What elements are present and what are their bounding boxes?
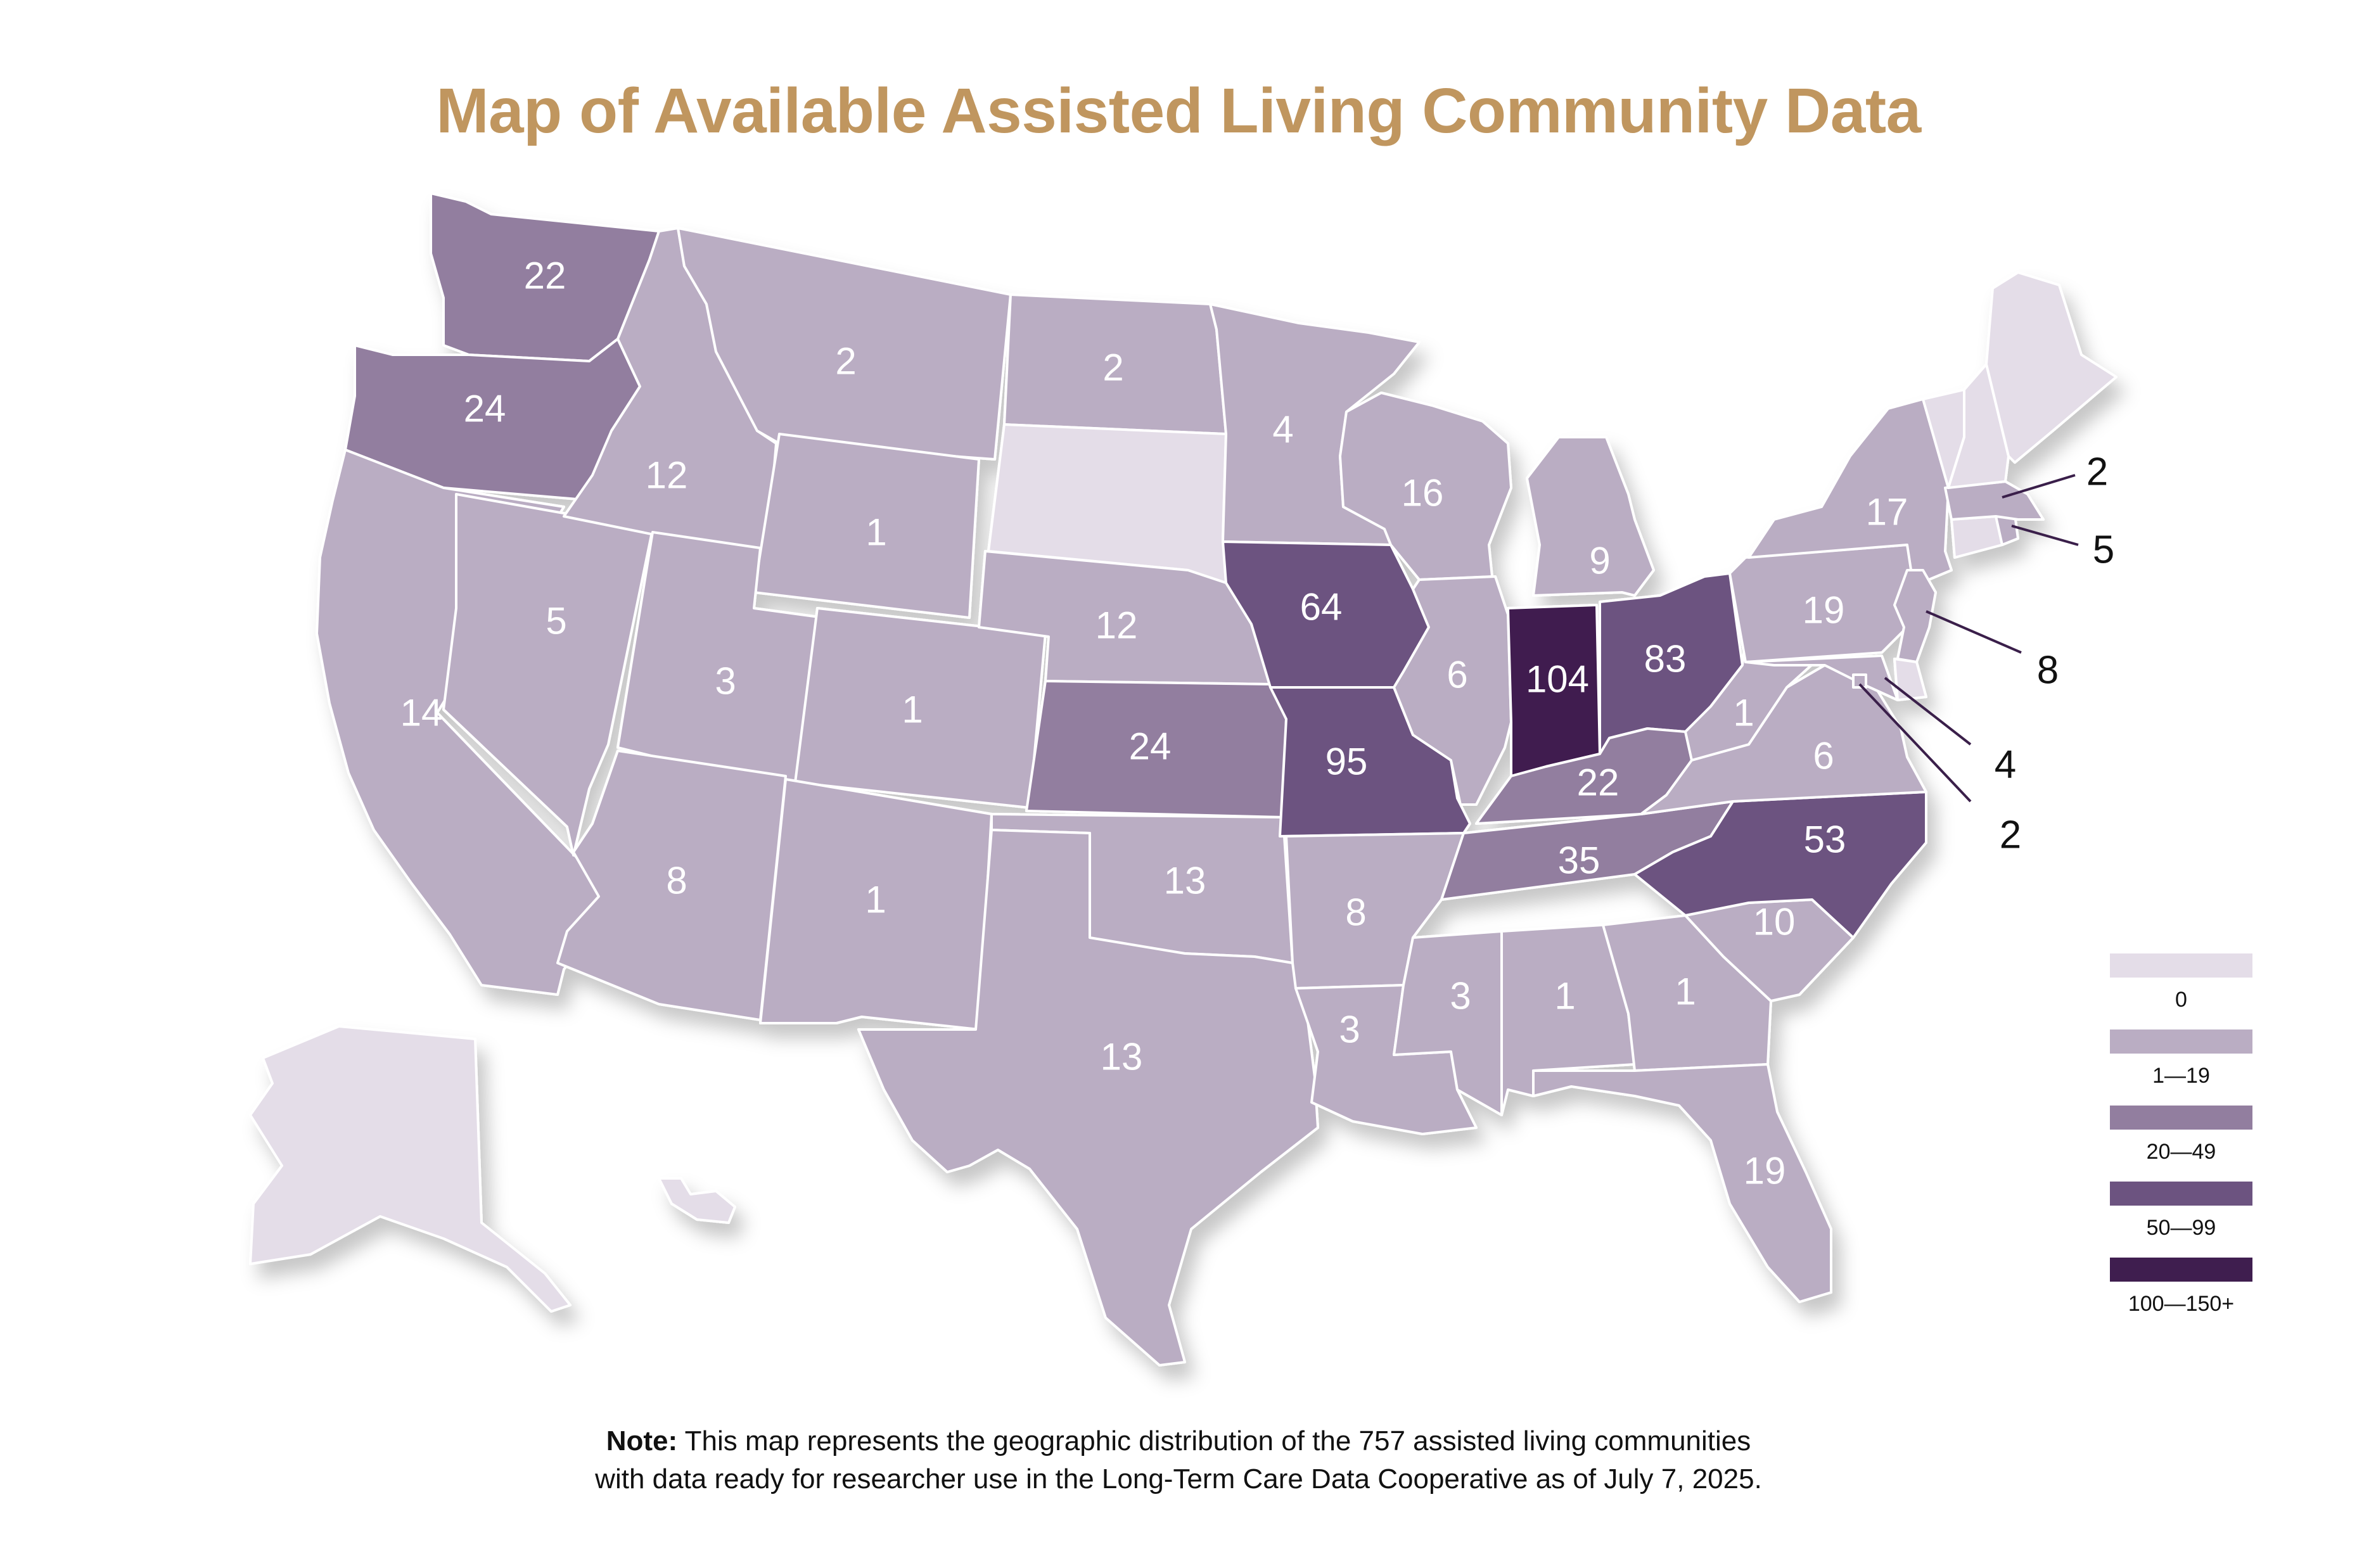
state-ak xyxy=(249,1025,572,1313)
legend: 0 1—19 20—49 50—99 100—150+ xyxy=(2110,953,2256,1334)
label-mt: 2 xyxy=(835,340,856,383)
label-mo: 95 xyxy=(1325,741,1368,783)
label-pa: 19 xyxy=(1803,589,1845,632)
legend-item: 20—49 xyxy=(2110,1106,2256,1182)
state-value-labels: 22 24 14 5 12 2 1 3 1 8 1 2 12 24 13 13 … xyxy=(400,255,1908,1192)
label-wa: 22 xyxy=(524,255,566,297)
label-al: 1 xyxy=(1554,975,1575,1017)
legend-swatch xyxy=(2110,953,2252,978)
callout-dc: 2 xyxy=(2000,813,2021,857)
state-nv xyxy=(442,493,654,857)
map-title: Map of Available Assisted Living Communi… xyxy=(436,75,1921,146)
legend-label: 50—99 xyxy=(2146,1216,2216,1240)
footnote-label: Note: xyxy=(606,1425,678,1456)
label-ok: 13 xyxy=(1164,860,1206,902)
legend-label: 1—19 xyxy=(2152,1064,2210,1088)
small-state-callouts: 2 5 8 4 2 xyxy=(1858,450,2114,857)
callout-line-nj xyxy=(1926,610,2022,654)
legend-item: 50—99 xyxy=(2110,1182,2256,1258)
label-nm: 1 xyxy=(865,879,886,921)
label-co: 1 xyxy=(902,689,923,731)
legend-swatch xyxy=(2110,1182,2252,1206)
label-ky: 22 xyxy=(1577,762,1619,804)
label-mn: 4 xyxy=(1272,409,1293,451)
label-ms: 3 xyxy=(1450,975,1471,1017)
label-ut: 3 xyxy=(715,660,736,703)
legend-item: 0 xyxy=(2110,953,2256,1029)
callout-md: 4 xyxy=(1995,743,2016,787)
label-or: 24 xyxy=(464,388,506,430)
label-id: 12 xyxy=(646,454,688,497)
legend-swatch xyxy=(2110,1258,2252,1282)
legend-label: 0 xyxy=(2175,988,2187,1012)
legend-label: 100—150+ xyxy=(2128,1292,2235,1316)
footnote-text-1: This map represents the geographic distr… xyxy=(677,1425,1751,1456)
legend-label: 20—49 xyxy=(2146,1140,2216,1164)
legend-item: 1—19 xyxy=(2110,1029,2256,1106)
label-il: 6 xyxy=(1447,654,1467,696)
state-mt xyxy=(677,227,1012,461)
state-me xyxy=(1985,271,2117,464)
state-tx xyxy=(857,829,1319,1367)
callout-ri: 5 xyxy=(2093,528,2114,572)
callout-line-dc xyxy=(1858,683,1972,803)
callout-nj: 8 xyxy=(2037,649,2059,692)
label-la: 3 xyxy=(1339,1009,1360,1051)
label-tn: 35 xyxy=(1558,839,1600,882)
state-wi xyxy=(1339,392,1512,581)
label-nc: 53 xyxy=(1804,819,1846,861)
label-nd: 2 xyxy=(1102,347,1123,389)
label-sc: 10 xyxy=(1753,901,1796,943)
label-wv: 1 xyxy=(1733,692,1754,734)
legend-item: 100—150+ xyxy=(2110,1258,2256,1334)
state-ct xyxy=(1950,515,2003,559)
label-ga: 1 xyxy=(1675,971,1696,1013)
label-wi: 16 xyxy=(1402,472,1444,514)
label-wy: 1 xyxy=(866,511,886,554)
label-az: 8 xyxy=(666,860,687,902)
state-wy xyxy=(753,433,980,619)
label-in: 104 xyxy=(1526,658,1589,701)
label-tx: 13 xyxy=(1101,1036,1143,1078)
legend-swatch xyxy=(2110,1029,2252,1054)
legend-swatch xyxy=(2110,1106,2252,1130)
state-hi xyxy=(658,1177,736,1224)
label-ia: 64 xyxy=(1300,586,1343,628)
state-mi xyxy=(1526,436,1655,597)
label-mi: 9 xyxy=(1589,540,1610,582)
label-fl: 19 xyxy=(1744,1150,1786,1192)
state-dc xyxy=(1852,673,1867,689)
callout-ma: 2 xyxy=(2086,450,2108,494)
callout-line-ma xyxy=(2002,474,2076,499)
label-ks: 24 xyxy=(1129,725,1172,768)
callout-line-md xyxy=(1884,677,1972,746)
state-fl xyxy=(1532,1063,1832,1303)
footnote-text-2: with data ready for researcher use in th… xyxy=(595,1463,1762,1495)
label-ny: 17 xyxy=(1866,491,1908,533)
footnote: Note: This map represents the geographic… xyxy=(0,1422,2357,1498)
footnote-line-1: Note: This map represents the geographic… xyxy=(0,1422,2357,1460)
label-va: 6 xyxy=(1813,735,1834,777)
label-nv: 5 xyxy=(546,600,566,642)
label-ca: 14 xyxy=(400,692,443,734)
state-de xyxy=(1893,658,1927,701)
callout-line-ri xyxy=(2011,525,2079,546)
label-ar: 8 xyxy=(1345,891,1366,934)
label-oh: 83 xyxy=(1644,638,1687,680)
label-ne: 12 xyxy=(1095,604,1138,647)
state-nc xyxy=(1633,791,1927,939)
